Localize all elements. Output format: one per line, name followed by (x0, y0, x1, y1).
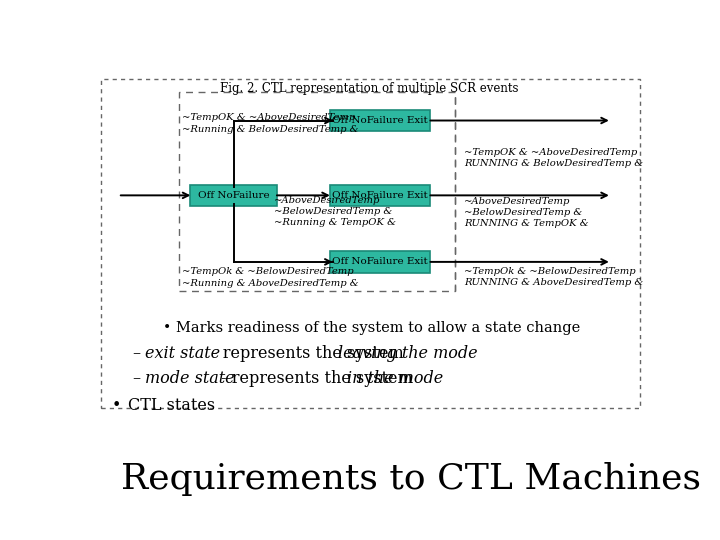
Text: –: – (132, 346, 140, 362)
Text: ~BelowDesiredTemp &: ~BelowDesiredTemp & (464, 208, 582, 217)
FancyBboxPatch shape (190, 185, 277, 206)
Text: Marks readiness of the system to allow a state change: Marks readiness of the system to allow a… (176, 321, 581, 335)
Text: RUNNING & AboveDesiredTemp &: RUNNING & AboveDesiredTemp & (464, 278, 643, 287)
Text: Off NoFailure Exit: Off NoFailure Exit (333, 116, 428, 125)
Text: ~BelowDesiredTemp &: ~BelowDesiredTemp & (274, 207, 392, 216)
Text: ~TempOK & ~AboveDesiredTemp: ~TempOK & ~AboveDesiredTemp (464, 148, 637, 157)
Bar (179, 92, 456, 292)
Text: Off NoFailure: Off NoFailure (198, 191, 269, 200)
Text: ~Running & AboveDesiredTemp &: ~Running & AboveDesiredTemp & (182, 279, 359, 288)
Text: - represents the system: - represents the system (215, 370, 418, 387)
Text: RUNNING & BelowDesiredTemp &: RUNNING & BelowDesiredTemp & (464, 159, 643, 168)
Text: Off NoFailure Exit: Off NoFailure Exit (333, 191, 428, 200)
Text: ~Running & BelowDesiredTemp &: ~Running & BelowDesiredTemp & (182, 125, 359, 134)
Text: ~AboveDesiredTemp: ~AboveDesiredTemp (464, 198, 570, 206)
FancyBboxPatch shape (330, 110, 431, 131)
Bar (101, 79, 639, 408)
Text: Fig. 2. CTL representation of multiple SCR events: Fig. 2. CTL representation of multiple S… (220, 82, 518, 95)
Text: mode state: mode state (145, 370, 234, 387)
Text: Off NoFailure Exit: Off NoFailure Exit (333, 258, 428, 266)
Text: exit state: exit state (145, 346, 220, 362)
Text: ~TempOk & ~BelowDesiredTemp: ~TempOk & ~BelowDesiredTemp (182, 267, 354, 276)
Text: - represents the system: - represents the system (207, 346, 409, 362)
Text: ~TempOk & ~BelowDesiredTemp: ~TempOk & ~BelowDesiredTemp (464, 267, 636, 276)
Text: RUNNING & TempOK &: RUNNING & TempOK & (464, 219, 588, 228)
Text: in the mode: in the mode (347, 370, 443, 387)
Text: leaving the mode: leaving the mode (338, 346, 478, 362)
Text: •: • (163, 321, 171, 335)
FancyBboxPatch shape (330, 251, 431, 273)
Text: ~Running & TempOK &: ~Running & TempOK & (274, 218, 396, 227)
Text: CTL states: CTL states (128, 397, 215, 414)
Text: •: • (111, 397, 120, 414)
Text: ~TempOK & ~AboveDesiredTemp: ~TempOK & ~AboveDesiredTemp (182, 113, 356, 123)
Text: –: – (132, 370, 140, 387)
Text: ~AboveDesiredTemp: ~AboveDesiredTemp (274, 196, 380, 205)
Text: Requirements to CTL Machines: Requirements to CTL Machines (121, 462, 701, 496)
FancyBboxPatch shape (330, 185, 431, 206)
